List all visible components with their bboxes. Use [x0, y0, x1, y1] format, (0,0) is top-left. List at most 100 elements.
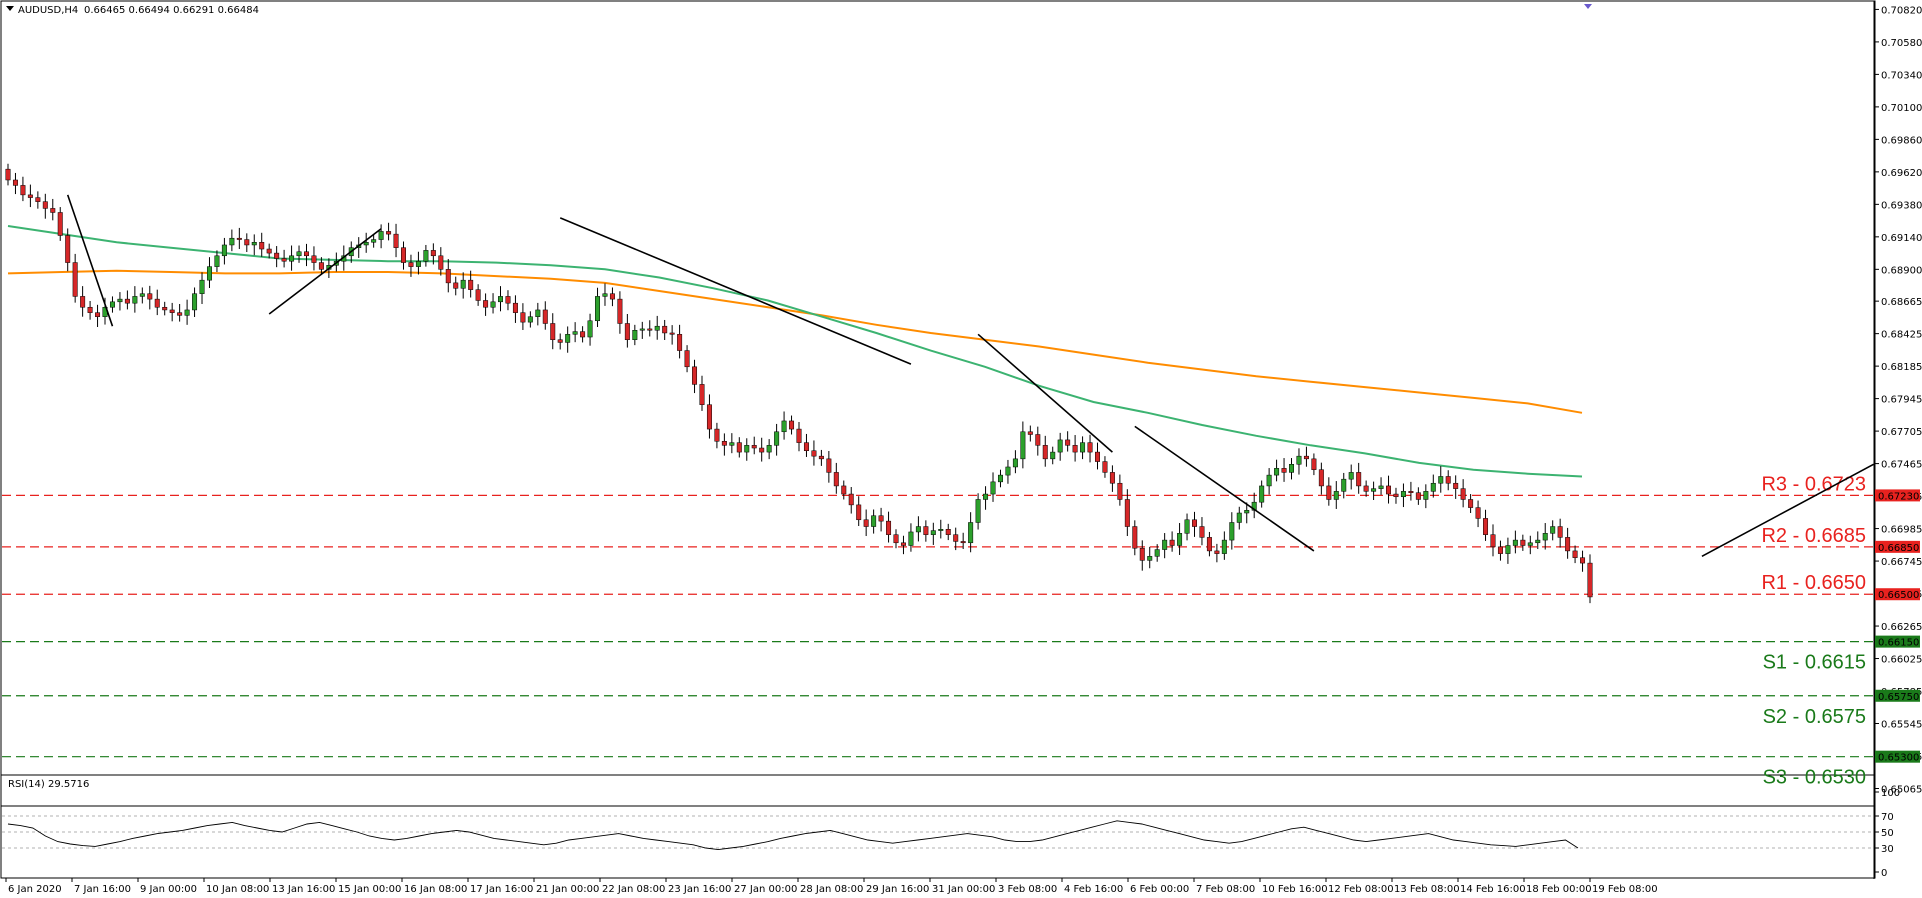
- candle-body: [378, 231, 384, 240]
- candle-body: [1117, 482, 1123, 500]
- chart-ohlc-label: 0.66465 0.66494 0.66291 0.66484: [84, 5, 259, 16]
- chart-symbol-label: AUDUSD,H4: [18, 5, 78, 16]
- candle-body: [1281, 468, 1287, 473]
- time-tick-label: 10 Feb 16:00: [1262, 884, 1328, 895]
- candle-body: [1527, 542, 1533, 546]
- candle-body: [1199, 526, 1205, 538]
- level-price-tag-label: 0.65750: [1878, 692, 1919, 703]
- candle-body: [80, 296, 86, 308]
- candle-body: [1005, 466, 1011, 476]
- level-price-tags: 0.67230 0.66850 0.66500 0.66150 0.65750 0.653…: [1875, 489, 1920, 764]
- candle-body: [893, 534, 899, 544]
- candle-body: [908, 531, 914, 546]
- level-price-tag: [1875, 635, 1920, 648]
- rsi-tick-label: 0: [1881, 868, 1887, 879]
- shift-marker-icon[interactable]: [1584, 4, 1592, 9]
- level-price-tag-label: 0.67230: [1878, 491, 1919, 502]
- candle-body: [1042, 445, 1048, 460]
- trendline: [1701, 463, 1874, 558]
- candle-body: [527, 316, 533, 323]
- price-tick-label: 0.66025: [1881, 655, 1922, 666]
- price-tick-label: 0.65065: [1881, 784, 1922, 795]
- candle-body: [57, 212, 63, 236]
- candle-body: [811, 450, 817, 457]
- candle-body: [938, 529, 944, 531]
- candle-body: [1087, 442, 1093, 453]
- price-tick-label: 0.69140: [1881, 233, 1922, 244]
- candle-body: [1468, 499, 1474, 508]
- price-tick-label: 0.68185: [1881, 362, 1922, 373]
- time-tick-label: 14 Feb 16:00: [1460, 884, 1526, 895]
- candle-body: [5, 168, 11, 181]
- candle-body: [1289, 464, 1294, 473]
- candle-body: [1475, 507, 1481, 519]
- candle-body: [617, 298, 623, 324]
- candle-body: [468, 279, 474, 290]
- candle-body: [886, 520, 892, 535]
- levels-layer: R3 - 0.6723 R2 - 0.6685 R1 - 0.6650 S1 - 0.…: [2, 473, 1873, 789]
- candle-body: [818, 455, 824, 460]
- candle-body: [1386, 485, 1392, 495]
- candle-body: [1206, 537, 1212, 552]
- rsi-line: [7, 820, 1579, 851]
- time-tick-label: 7 Jan 16:00: [74, 884, 131, 895]
- candle-body: [729, 442, 735, 446]
- candle-body: [1572, 550, 1578, 558]
- candle-body: [72, 262, 78, 297]
- candle-body: [997, 474, 1003, 483]
- level-price-tag: [1875, 489, 1920, 502]
- candle-body: [1214, 550, 1220, 554]
- candle-body: [266, 248, 272, 254]
- candle-body: [721, 441, 727, 446]
- rsi-tick-label: 100: [1881, 788, 1900, 799]
- candle-body: [923, 526, 929, 535]
- price-tick-label: 0.65545: [1881, 720, 1922, 731]
- candle-body: [557, 339, 563, 343]
- candle-body: [251, 242, 257, 246]
- candle-body: [1102, 461, 1108, 473]
- candle-body: [124, 298, 130, 304]
- candle-body: [214, 255, 220, 267]
- candle-body: [744, 445, 750, 453]
- trendline: [268, 228, 382, 315]
- rsi-indicator: 100 70 50 30 0: [2, 788, 1900, 879]
- candle-body: [393, 233, 399, 248]
- candle-body: [87, 306, 93, 313]
- candle-body: [609, 293, 615, 300]
- time-tick-label: 13 Jan 16:00: [272, 884, 335, 895]
- candle-body: [281, 258, 287, 262]
- candle-body: [1542, 533, 1548, 541]
- candle-body: [1296, 455, 1302, 465]
- candle-body: [177, 312, 183, 316]
- candle-body: [990, 481, 996, 495]
- candle-body: [684, 350, 690, 368]
- candle-body: [595, 296, 601, 322]
- candle-body: [1371, 488, 1377, 492]
- candle-body: [1139, 547, 1145, 561]
- candle-body: [1065, 439, 1071, 446]
- candle-body: [1169, 539, 1175, 546]
- candle-body: [1109, 472, 1115, 484]
- candle-body: [162, 306, 168, 311]
- candle-body: [1318, 469, 1324, 487]
- candle-body: [512, 302, 518, 313]
- candle-body: [714, 428, 720, 442]
- candle-body: [1356, 472, 1362, 487]
- candle-body: [139, 293, 145, 297]
- level-price-tag: [1875, 540, 1920, 553]
- candle-body: [796, 428, 802, 443]
- candle-body: [1520, 539, 1526, 546]
- candle-body: [580, 331, 586, 338]
- symbol-dropdown-icon[interactable]: [6, 6, 14, 11]
- candle-body: [154, 298, 160, 308]
- candle-body: [206, 266, 212, 281]
- candle-body: [572, 331, 578, 335]
- candle-body: [1438, 476, 1444, 484]
- candle-body: [1274, 468, 1280, 476]
- candle-body: [1512, 539, 1518, 546]
- candle-body: [1415, 492, 1421, 500]
- candle-body: [1505, 545, 1511, 554]
- candle-body: [1057, 439, 1063, 453]
- price-tick-label: 0.70820: [1881, 5, 1922, 16]
